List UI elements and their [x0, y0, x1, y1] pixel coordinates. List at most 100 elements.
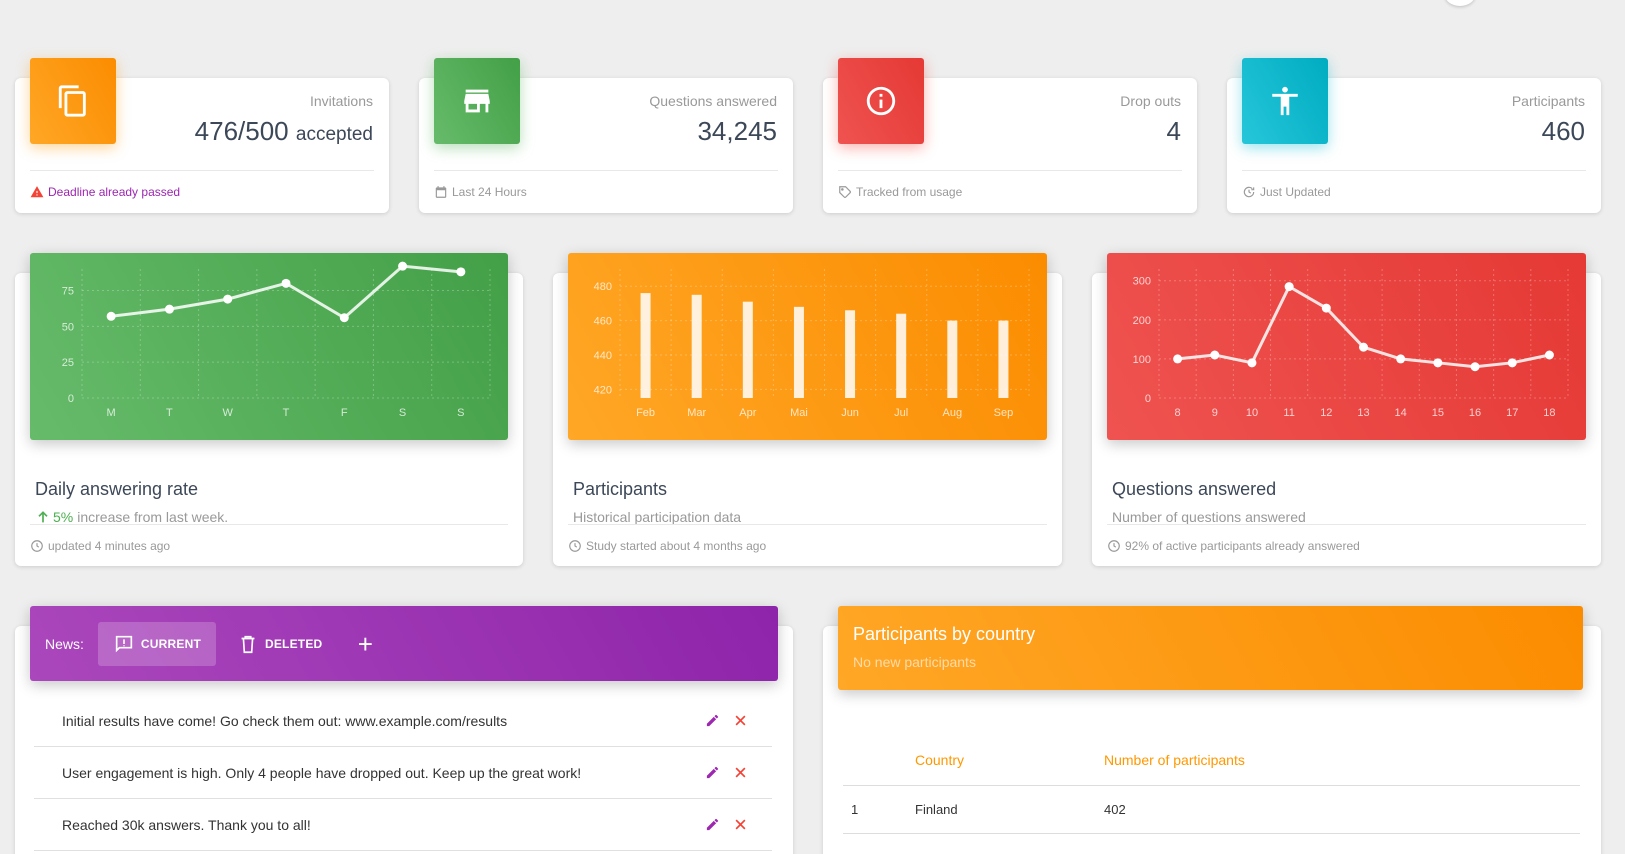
arrow-up-icon [38, 511, 48, 523]
row-count: 402 [1104, 802, 1126, 817]
calendar-icon [435, 186, 447, 198]
x-tick-label: 11 [1283, 407, 1294, 419]
chart-footer: 92% of active participants already answe… [1107, 524, 1586, 566]
add-news-button[interactable]: + [343, 622, 387, 666]
stat-value: 460 [1541, 116, 1585, 146]
x-tick-label: T [283, 407, 290, 419]
x-tick-label: T [166, 407, 173, 419]
data-point [1544, 350, 1554, 360]
stat-card-dropouts: Drop outs 4 Tracked from usage [823, 58, 1197, 213]
news-item: User engagement is high. Only 4 people h… [34, 747, 772, 799]
data-point [1359, 342, 1368, 352]
data-point [1210, 350, 1220, 360]
x-tick-label: 15 [1432, 407, 1444, 419]
stat-footer: Last 24 Hours [434, 170, 778, 213]
trash-icon [241, 635, 255, 653]
bar [640, 293, 651, 398]
x-tick-label: 13 [1357, 407, 1369, 419]
stat-footer-text: Last 24 Hours [452, 185, 527, 199]
stat-card-participants: Participants 460 Just Updated [1227, 58, 1601, 213]
chart-footer: updated 4 minutes ago [30, 524, 508, 566]
data-point [1433, 358, 1443, 368]
edit-news-button[interactable] [698, 759, 726, 787]
questions-chart: 0 100 200 300 8 9 10 11 12 13 14 15 16 17 18 [1107, 253, 1586, 440]
table-divider [843, 833, 1580, 834]
bar [793, 306, 804, 398]
bar [896, 313, 907, 398]
data-point [1396, 354, 1406, 364]
stat-category: Questions answered [649, 93, 777, 109]
x-tick-label: 17 [1506, 407, 1518, 419]
news-label: News: [45, 635, 84, 652]
x-tick-label: S [399, 407, 406, 419]
data-point [398, 261, 408, 271]
accessibility-icon [1272, 86, 1298, 116]
bar [742, 301, 753, 398]
y-tick-label: 75 [62, 286, 74, 298]
y-tick-label: 100 [1133, 354, 1151, 366]
y-tick-label: 480 [594, 281, 612, 293]
stat-value: 34,245 [697, 116, 777, 146]
content-copy-icon [58, 85, 86, 117]
stat-unit: accepted [295, 124, 373, 145]
stat-icon-box [838, 58, 924, 144]
data-point [1247, 358, 1257, 368]
news-item: Initial results have come! Go check them… [34, 695, 772, 747]
info-icon [866, 86, 896, 116]
chart-title: Daily answering rate [35, 479, 199, 499]
news-item-text: Initial results have come! Go check them… [62, 712, 508, 729]
x-tick-label: W [223, 407, 234, 419]
data-point [223, 294, 233, 304]
x-tick-label: 12 [1320, 407, 1332, 419]
store-icon [464, 89, 490, 113]
stat-icon-box [30, 58, 116, 144]
bar [691, 294, 702, 398]
stat-icon-box [434, 58, 520, 144]
x-tick-label: Jul [894, 407, 908, 419]
x-tick-label: Jun [841, 407, 859, 419]
data-point [456, 267, 466, 277]
data-point [1173, 354, 1183, 364]
tab-current[interactable]: CURRENT [97, 621, 216, 666]
series-line [110, 264, 462, 320]
edit-news-button[interactable] [698, 707, 726, 735]
user-avatar[interactable] [1445, 0, 1475, 6]
stat-footer-text[interactable]: Deadline already passed [48, 185, 181, 199]
y-tick-label: 300 [1133, 276, 1151, 288]
pencil-icon [706, 766, 718, 779]
news-header: News: CURRENT DELETED + [30, 606, 778, 681]
delete-news-button[interactable] [726, 811, 754, 839]
stat-footer: Deadline already passed [30, 170, 374, 213]
stat-category: Drop outs [1120, 93, 1181, 109]
stat-footer: Just Updated [1242, 170, 1586, 213]
pencil-icon [706, 818, 718, 831]
pencil-icon [706, 714, 718, 727]
data-point [281, 278, 291, 288]
tab-deleted[interactable]: DELETED [222, 622, 337, 666]
x-tick-label: Aug [943, 407, 963, 419]
x-tick-label: 16 [1469, 407, 1481, 419]
chart-footer: Study started about 4 months ago [568, 524, 1047, 566]
edit-news-button[interactable] [698, 811, 726, 839]
delete-news-button[interactable] [726, 759, 754, 787]
stat-icon-box [1242, 58, 1328, 144]
y-tick-label: 460 [594, 316, 612, 328]
chart-title: Questions answered [1112, 479, 1277, 499]
x-tick-label: Mai [790, 407, 808, 419]
stat-category: Invitations [309, 93, 373, 109]
news-item: Reached 30k answers. Thank you to all! [34, 799, 772, 851]
plus-icon: + [357, 628, 373, 659]
tag-icon [839, 186, 851, 198]
x-tick-label: 18 [1543, 407, 1555, 419]
participants-chart: 420 440 460 480 Feb Mar Apr Mai Jun Jul Aug Sep [568, 253, 1047, 440]
stat-footer-text: Tracked from usage [856, 185, 963, 199]
increase-percent: 5% [53, 509, 74, 525]
x-tick-label: 14 [1395, 407, 1407, 419]
daily-answering-chart-svg: 0 25 50 75 M T W T F S S [62, 261, 491, 419]
close-icon [735, 819, 745, 830]
delete-news-button[interactable] [726, 707, 754, 735]
data-point [1507, 358, 1517, 368]
close-icon [735, 715, 745, 726]
stat-card-invitations: Invitations 476/500 accepted Deadline al… [15, 58, 389, 213]
x-tick-label: F [341, 407, 348, 419]
